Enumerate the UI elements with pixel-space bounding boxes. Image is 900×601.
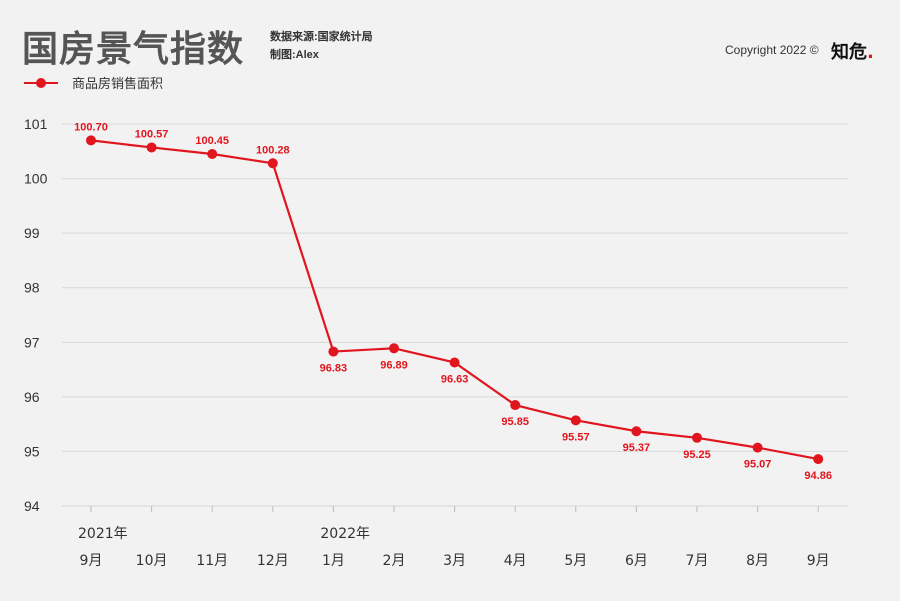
data-label: 95.57 xyxy=(562,431,590,443)
legend-line-marker-icon xyxy=(24,76,58,90)
data-point xyxy=(389,343,399,354)
data-point xyxy=(813,454,824,465)
logo-dot: . xyxy=(867,42,874,63)
data-point xyxy=(449,357,460,368)
chart-legend: 商品房销售面积 xyxy=(24,73,163,92)
data-label: 100.28 xyxy=(256,144,290,156)
x-tick-label: 2月 xyxy=(383,553,406,569)
x-tick-label: 8月 xyxy=(746,553,769,569)
y-tick-label: 98 xyxy=(24,280,40,296)
data-point xyxy=(570,415,581,426)
data-label: 95.37 xyxy=(623,442,651,454)
data-label: 96.63 xyxy=(441,373,469,385)
data-label: 96.89 xyxy=(380,359,408,371)
x-tick-label: 5月 xyxy=(564,553,587,569)
legend-label: 商品房销售面积 xyxy=(72,76,164,91)
data-label: 96.83 xyxy=(320,363,348,375)
x-year-label: 2022年 xyxy=(320,526,370,542)
data-point xyxy=(146,142,157,153)
data-point xyxy=(692,432,702,443)
data-source: 数据来源:国家统计局 xyxy=(270,31,373,43)
x-tick-label: 11月 xyxy=(196,553,228,569)
data-label: 94.86 xyxy=(804,470,832,482)
x-tick-label: 1月 xyxy=(322,553,345,569)
x-tick-label: 9月 xyxy=(80,553,103,569)
y-tick-label: 97 xyxy=(24,334,40,350)
copyright: Copyright 2022 © xyxy=(725,43,819,57)
x-tick-label: 9月 xyxy=(807,553,830,569)
y-tick-label: 95 xyxy=(24,443,40,459)
x-tick-label: 3月 xyxy=(443,553,466,569)
y-tick-label: 96 xyxy=(24,389,40,405)
y-tick-label: 101 xyxy=(24,116,48,132)
data-point xyxy=(207,149,218,160)
x-tick-label: 4月 xyxy=(504,553,527,569)
x-tick-label: 10月 xyxy=(136,553,168,569)
x-tick-label: 12月 xyxy=(257,553,289,569)
brand-logo: 知危. xyxy=(831,38,874,64)
data-label: 95.25 xyxy=(683,449,711,461)
x-tick-label: 7月 xyxy=(686,553,709,569)
x-year-label: 2021年 xyxy=(78,526,128,542)
y-tick-label: 100 xyxy=(24,171,48,187)
data-point xyxy=(752,442,763,453)
page-title: 国房景气指数 xyxy=(22,29,245,70)
data-label: 95.85 xyxy=(501,416,529,428)
x-tick-label: 6月 xyxy=(625,553,648,569)
data-point xyxy=(328,346,339,357)
chart-author: 制图:Alex xyxy=(270,49,319,61)
data-point xyxy=(631,426,642,437)
y-tick-label: 94 xyxy=(24,498,40,514)
data-point xyxy=(86,135,96,146)
logo-text: 知危 xyxy=(831,42,867,63)
data-label: 100.70 xyxy=(74,121,108,133)
data-point xyxy=(510,400,521,411)
data-label: 95.07 xyxy=(744,459,772,471)
series-line xyxy=(90,139,819,461)
data-point xyxy=(267,158,278,169)
chart-meta: 数据来源:国家统计局 制图:Alex xyxy=(270,28,373,64)
data-label: 100.57 xyxy=(135,128,169,140)
y-tick-label: 99 xyxy=(24,225,40,241)
data-label: 100.45 xyxy=(195,135,229,147)
